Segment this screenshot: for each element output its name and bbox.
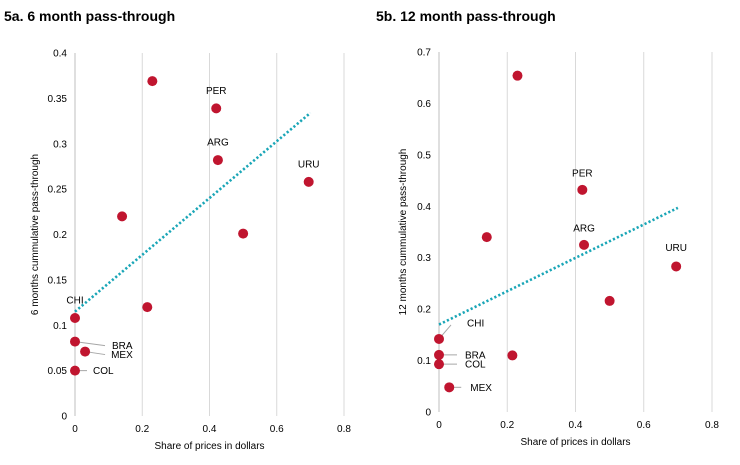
data-point-b — [671, 261, 682, 272]
point-label-a: CHI — [66, 295, 83, 306]
y-tick-label-a: 0.2 — [53, 230, 67, 241]
x-tick-label-b: 0.8 — [705, 420, 719, 431]
y-tick-label-b: 0.3 — [417, 253, 431, 264]
data-point-a — [211, 103, 222, 114]
point-label-b: CHI — [467, 318, 484, 329]
data-point-b — [507, 350, 518, 361]
y-tick-label-a: 0.3 — [53, 139, 67, 150]
y-tick-label-b: 0.7 — [417, 48, 431, 59]
point-label-b: MEX — [470, 383, 492, 394]
x-tick-label-a: 0.2 — [135, 424, 149, 435]
y-tick-label-b: 0.2 — [417, 305, 431, 316]
data-point-b — [444, 382, 455, 393]
y-tick-label-a: 0 — [61, 412, 67, 423]
point-label-a: ARG — [207, 138, 229, 149]
data-point-b — [512, 70, 523, 81]
data-point-b — [434, 359, 444, 370]
x-axis-title-b: Share of prices in dollars — [520, 437, 630, 448]
y-tick-label-b: 0.5 — [417, 150, 431, 161]
data-point-a — [70, 312, 80, 323]
y-tick-label-b: 0.6 — [417, 99, 431, 110]
data-point-b — [577, 184, 588, 195]
point-label-a: MEX — [111, 350, 133, 361]
data-point-a — [142, 302, 153, 313]
data-point-a — [212, 155, 223, 166]
data-point-a — [70, 336, 80, 347]
y-tick-label-a: 0.1 — [53, 321, 67, 332]
y-axis-title-b: 12 months cummulative pass-through — [398, 149, 409, 316]
data-point-a — [238, 228, 249, 239]
x-axis-title-a: Share of prices in dollars — [154, 441, 264, 452]
y-tick-label-a: 0.15 — [48, 275, 68, 286]
x-tick-label-b: 0 — [436, 420, 442, 431]
panel-a-title: 5a. 6 month pass-through — [4, 8, 176, 24]
x-tick-label-b: 0.4 — [569, 420, 583, 431]
point-label-a: BRA — [112, 341, 133, 352]
y-tick-label-a: 0.4 — [53, 49, 67, 60]
panel-b-title: 5b. 12 month pass-through — [376, 8, 556, 24]
x-tick-label-a: 0.4 — [203, 424, 217, 435]
data-point-a — [147, 76, 158, 87]
point-label-b: BRA — [465, 350, 486, 361]
y-tick-label-a: 0.05 — [48, 366, 68, 377]
data-point-a — [303, 176, 314, 187]
trendline-a — [74, 111, 312, 313]
data-point-a — [117, 211, 128, 222]
data-point-a — [70, 365, 80, 376]
y-tick-label-b: 0 — [425, 408, 431, 419]
y-axis-title-a: 6 months cummulative pass-through — [30, 154, 41, 315]
point-label-a: COL — [93, 366, 114, 377]
point-label-b: PER — [572, 168, 593, 179]
x-tick-label-a: 0.6 — [270, 424, 284, 435]
y-tick-label-a: 0.25 — [48, 185, 68, 196]
point-label-b: ARG — [573, 223, 595, 234]
x-tick-label-b: 0.2 — [500, 420, 514, 431]
x-tick-label-a: 0 — [72, 424, 78, 435]
label-leader-line-a — [74, 341, 106, 347]
data-point-b — [604, 295, 615, 306]
data-point-a — [80, 346, 91, 357]
data-point-b — [481, 232, 492, 243]
y-tick-label-b: 0.1 — [417, 356, 431, 367]
y-tick-label-b: 0.4 — [417, 202, 431, 213]
data-point-b — [579, 239, 590, 250]
data-point-b — [434, 349, 444, 360]
x-tick-label-a: 0.8 — [337, 424, 351, 435]
point-label-b: COL — [465, 360, 486, 371]
y-tick-label-a: 0.35 — [48, 94, 68, 105]
point-label-b: URU — [665, 243, 687, 254]
x-tick-label-b: 0.6 — [637, 420, 651, 431]
point-label-a: URU — [298, 159, 320, 170]
point-label-a: PER — [206, 86, 227, 97]
data-point-b — [434, 333, 444, 344]
trendline-b — [438, 206, 679, 326]
